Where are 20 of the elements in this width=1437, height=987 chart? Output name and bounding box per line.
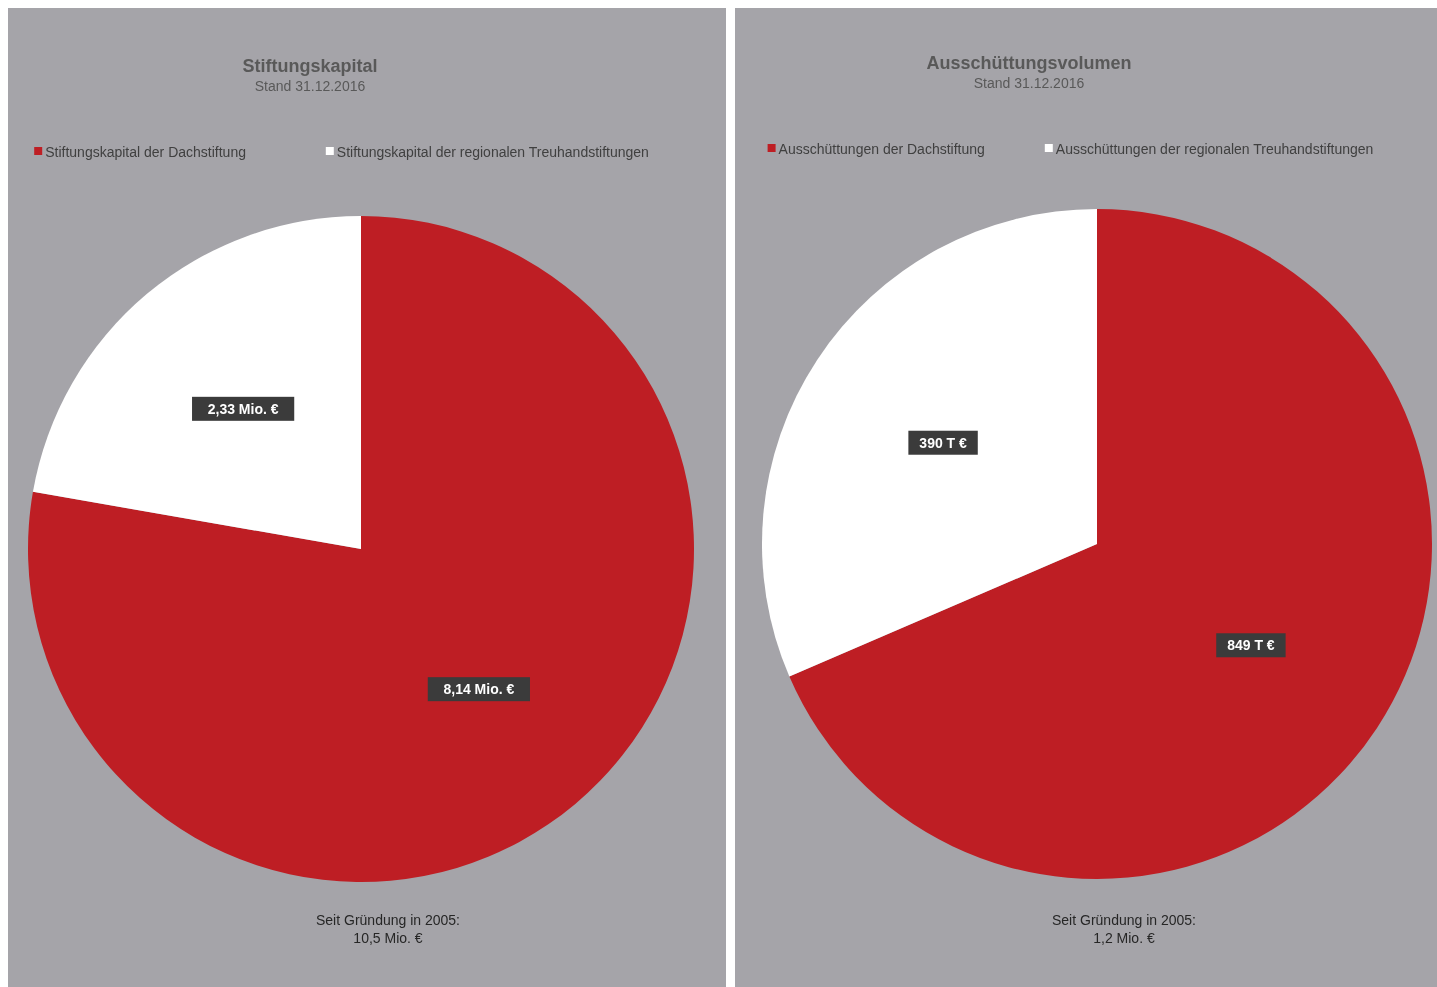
pie-slice xyxy=(32,216,361,549)
pie-slice xyxy=(762,209,1097,677)
legend-label: Stiftungskapital der Dachstiftung xyxy=(45,144,246,160)
text: Seit Gründung in 2005: xyxy=(316,912,460,928)
pie-slice xyxy=(28,216,694,882)
text: 10,5 Mio. € xyxy=(353,930,423,946)
chart-subtitle: Stand 31.12.2016 xyxy=(254,78,366,94)
data-label: 849 T € xyxy=(1227,637,1275,654)
pie-slice xyxy=(789,209,1432,879)
text: 1,2 Mio. € xyxy=(1093,930,1155,946)
data-label: 2,33 Mio. € xyxy=(207,400,279,417)
chart-subtitle: Stand 31.12.2016 xyxy=(973,75,1085,91)
data-label: 8,14 Mio. € xyxy=(443,681,515,698)
text: Seit Gründung in 2005: xyxy=(1052,912,1196,928)
chart-title: Ausschüttungsvolumen xyxy=(926,53,1132,73)
legend-label: Ausschüttungen der regionalen Treuhandstiftungen xyxy=(1055,141,1374,157)
legend-label: Ausschüttungen der Dachstiftung xyxy=(778,141,985,157)
chart-title: Stiftungskapital xyxy=(242,56,378,76)
data-label: 390 T € xyxy=(919,434,968,451)
legend-label: Stiftungskapital der regionalen Treuhandstiftungen xyxy=(336,144,649,160)
